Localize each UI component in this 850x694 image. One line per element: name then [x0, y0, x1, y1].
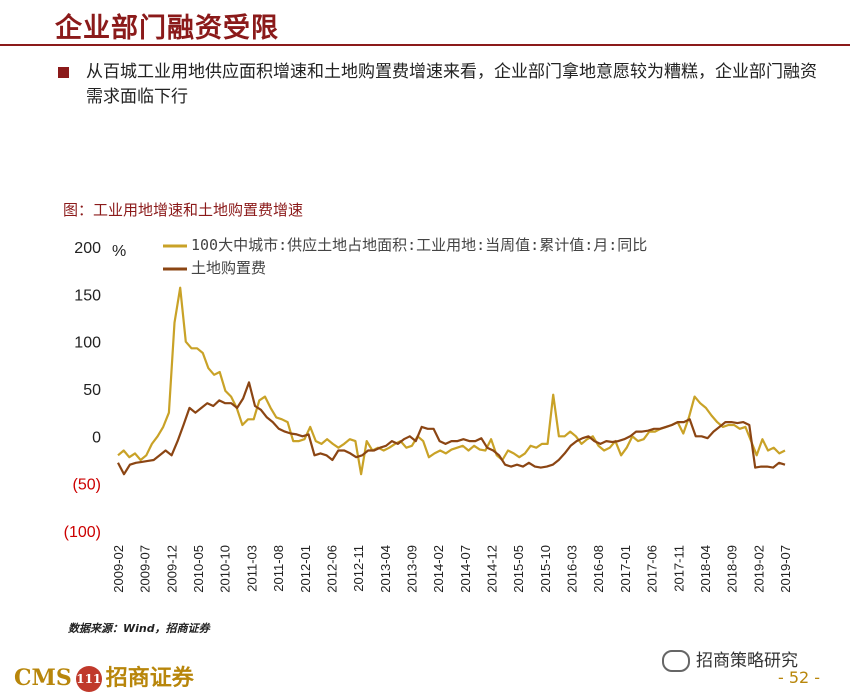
- x-tick-label: 2012-01: [298, 545, 313, 593]
- title-divider: [0, 44, 850, 46]
- brand-logo-icon: 111: [75, 666, 102, 692]
- x-tick-label: 2017-06: [645, 545, 660, 593]
- brand-logo: CMS 111 招商证券: [14, 660, 194, 692]
- x-tick-label: 2018-04: [698, 545, 713, 593]
- x-tick-label: 2019-07: [778, 545, 793, 593]
- y-tick-label: (100): [64, 524, 101, 541]
- wechat-account: 招商策略研究: [662, 646, 798, 672]
- x-tick-label: 2013-04: [378, 545, 393, 593]
- y-tick-label: 100: [74, 335, 101, 352]
- brand-logo-cn: 招商证券: [105, 665, 194, 691]
- x-tick-label: 2017-01: [618, 545, 633, 593]
- x-tick-label: 2015-10: [538, 545, 553, 593]
- series-line-1: [117, 286, 786, 476]
- y-tick-label: 150: [74, 287, 101, 304]
- legend-label-2: 土地购置费: [191, 259, 266, 277]
- x-tick-label: 2012-06: [324, 545, 339, 593]
- x-tick-label: 2010-05: [191, 545, 206, 593]
- brand-logo-text: CMS: [14, 665, 72, 691]
- y-unit-label: %: [112, 243, 126, 260]
- x-tick-label: 2015-05: [511, 545, 526, 593]
- y-tick-label: (50): [73, 477, 101, 494]
- page-title: 企业部门融资受限: [55, 13, 279, 44]
- x-tick-label: 2018-09: [725, 545, 740, 593]
- wechat-account-name: 招商策略研究: [696, 651, 798, 671]
- y-tick-label: 50: [83, 382, 101, 399]
- x-tick-label: 2017-11: [671, 545, 686, 592]
- x-tick-label: 2009-02: [111, 545, 126, 593]
- y-tick-label: 0: [92, 429, 101, 446]
- x-tick-label: 2014-02: [431, 545, 446, 593]
- x-tick-label: 2009-07: [138, 545, 153, 593]
- x-tick-label: 2016-08: [591, 545, 606, 593]
- x-tick-label: 2011-03: [244, 545, 259, 592]
- data-source: 数据来源：Wind，招商证券: [68, 622, 210, 635]
- wechat-icon: [662, 650, 690, 672]
- x-tick-label: 2011-08: [271, 545, 286, 592]
- x-tick-label: 2013-09: [404, 545, 419, 593]
- x-tick-label: 2016-03: [565, 545, 580, 593]
- bullet-square-icon: [58, 67, 69, 78]
- x-tick-label: 2010-10: [218, 545, 233, 593]
- series-line-2: [117, 381, 786, 476]
- legend-label-1: 100大中城市:供应土地占地面积:工业用地:当周值:累计值:月:同比: [191, 236, 647, 254]
- y-tick-label: 200: [74, 240, 101, 257]
- x-tick-label: 2019-02: [751, 545, 766, 593]
- figure-caption: 图：工业用地增速和土地购置费增速: [63, 201, 304, 219]
- x-tick-label: 2014-12: [485, 545, 500, 593]
- bullet-text: 从百城工业用地供应面积增速和土地购置费增速来看，企业部门拿地意愿较为糟糕，企业部…: [86, 62, 817, 107]
- page-number: - 52 -: [778, 668, 821, 687]
- x-tick-label: 2009-12: [164, 545, 179, 593]
- x-tick-label: 2012-11: [351, 545, 366, 592]
- x-tick-label: 2014-07: [458, 545, 473, 593]
